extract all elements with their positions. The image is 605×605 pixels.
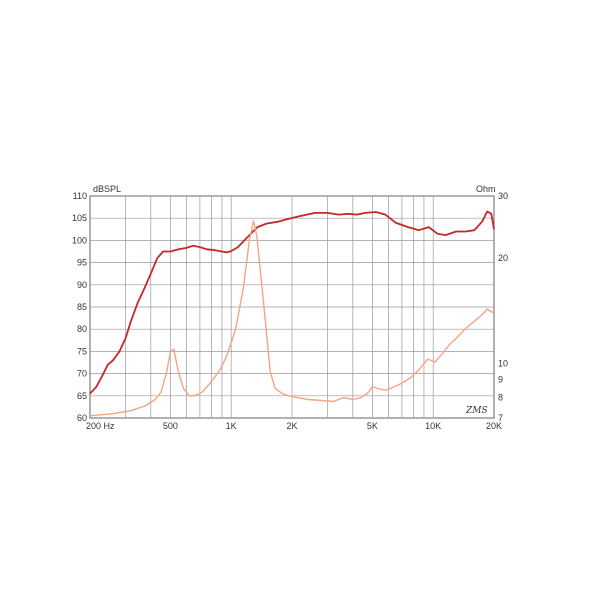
series-group <box>89 210 495 417</box>
x-tick-label: 500 <box>163 421 178 431</box>
right-axis-label: Ohm <box>476 184 496 194</box>
left-axis-label: dBSPL <box>93 184 121 194</box>
left-tick-label: 110 <box>73 191 87 201</box>
left-tick-label: 90 <box>77 280 87 290</box>
left-tick-label: 95 <box>77 258 87 268</box>
left-tick-label: 65 <box>77 391 87 401</box>
left-tick-label: 80 <box>77 324 87 334</box>
spl-response-line <box>89 210 495 395</box>
left-tick-label: 70 <box>77 369 87 379</box>
right-tick-label: 9 <box>498 375 503 385</box>
left-tick-label: 105 <box>72 213 87 223</box>
right-tick-label: 20 <box>498 253 508 263</box>
x-tick-label: 1K <box>226 421 237 431</box>
left-tick-label: 60 <box>77 413 87 423</box>
x-tick-label: 10K <box>425 421 441 431</box>
right-tick-label: 10 <box>498 359 508 369</box>
right-tick-label: 30 <box>498 191 508 201</box>
left-tick-label: 85 <box>77 302 87 312</box>
chart-grid <box>89 195 495 419</box>
x-tick-label: 200 Hz <box>86 421 115 431</box>
right-tick-label: 8 <box>498 393 503 403</box>
x-tick-label: 20K <box>486 421 502 431</box>
left-tick-label: 75 <box>77 346 87 356</box>
x-axis-ticks: 200 Hz 500 1K 2K 5K 10K 20K <box>86 421 502 431</box>
left-axis-ticks: 60 65 70 75 80 85 90 95 100 105 110 <box>72 191 87 423</box>
x-tick-label: 2K <box>286 421 297 431</box>
right-tick-label: 7 <box>498 413 503 423</box>
annotation-mark: ZMS <box>465 406 488 416</box>
x-tick-label: 5K <box>367 421 378 431</box>
right-axis-ticks: 7 8 9 10 20 30 <box>498 191 508 423</box>
impedance-line <box>89 220 495 417</box>
left-tick-label: 100 <box>72 235 87 245</box>
